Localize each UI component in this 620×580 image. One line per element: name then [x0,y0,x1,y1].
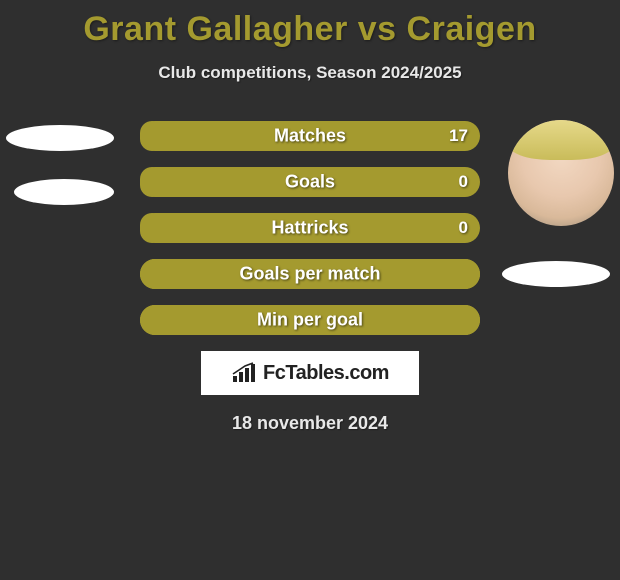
date-text: 18 november 2024 [0,413,620,434]
branding-box: FcTables.com [201,351,419,395]
comparison-bars: Matches 17 Goals 0 Hattricks 0 Goals per… [140,121,480,335]
branding-text: FcTables.com [263,362,389,385]
stat-row-goals-per-match: Goals per match [140,259,480,289]
bar-fill-right [140,121,480,151]
decorative-oval [14,179,114,205]
subtitle: Club competitions, Season 2024/2025 [0,63,620,83]
stat-row-hattricks: Hattricks 0 [140,213,480,243]
stat-row-matches: Matches 17 [140,121,480,151]
bar-fill-right [140,167,480,197]
decorative-oval [502,261,610,287]
page-title: Grant Gallagher vs Craigen [0,0,620,49]
player-right-avatar [508,120,614,226]
decorative-oval [6,125,114,151]
stat-row-min-per-goal: Min per goal [140,305,480,335]
bar-fill-right [140,213,480,243]
stat-row-goals: Goals 0 [140,167,480,197]
bar-fill-right [140,305,480,335]
bar-fill-right [140,259,480,289]
comparison-area: Matches 17 Goals 0 Hattricks 0 Goals per… [0,121,620,434]
fctables-logo-icon [231,362,257,384]
